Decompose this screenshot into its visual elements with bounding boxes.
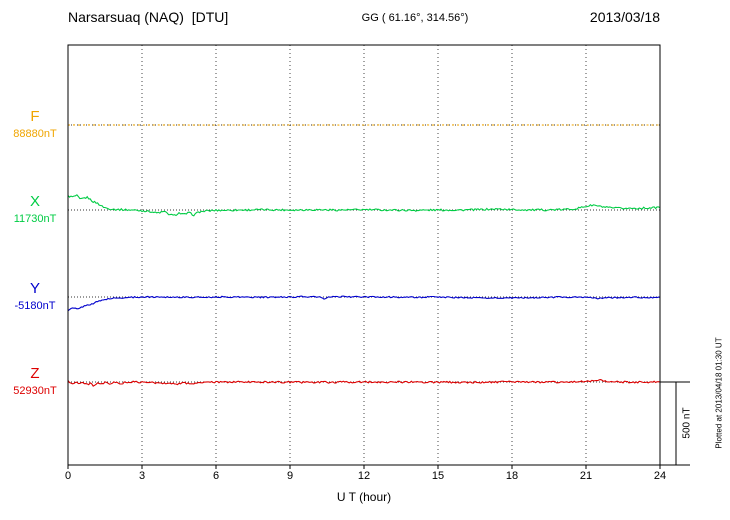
x-axis-ticks: 0 3 6 9 12 15 18 21 24 <box>0 470 730 484</box>
x-tick-label: 9 <box>286 470 294 482</box>
channel-baseline-value: 52930nT <box>13 385 57 397</box>
x-axis-label: U T (hour) <box>336 490 392 504</box>
x-tick-label: 18 <box>505 470 519 482</box>
x-tick-label: 21 <box>579 470 593 482</box>
channel-baseline-value: 11730nT <box>13 213 57 225</box>
scale-bar-label: 500 nT <box>681 407 693 439</box>
trace-Z <box>67 379 661 387</box>
x-tick-label: 15 <box>431 470 445 482</box>
channel-name: Z <box>30 365 40 382</box>
station-title: Narsarsuaq (NAQ) [DTU] <box>68 9 229 25</box>
x-tick-label: 6 <box>212 470 220 482</box>
trace-Y <box>67 295 661 312</box>
channel-baseline-value: -5180nT <box>14 300 56 312</box>
channel-name: Y <box>29 280 40 297</box>
trace-X <box>67 194 661 217</box>
x-tick-label: 24 <box>653 470 667 482</box>
plot-date: 2013/03/18 <box>589 9 660 25</box>
channel-label-z: Z 52930nT <box>4 364 66 398</box>
channel-baseline-value: 88880nT <box>13 128 57 140</box>
geographic-coords: GG ( 61.16°, 314.56°) <box>361 12 469 24</box>
channel-name: X <box>29 193 40 210</box>
channel-label-y: Y -5180nT <box>4 279 66 313</box>
x-tick-label: 0 <box>64 470 72 482</box>
channel-label-x: X 11730nT <box>4 192 66 226</box>
channel-name: F <box>30 108 40 125</box>
x-tick-label: 12 <box>357 470 371 482</box>
plot-border <box>67 44 661 466</box>
plotted-at-note: Plotted at 2013/04/18 01:30 UT <box>714 337 724 449</box>
channel-label-f: F 88880nT <box>4 107 66 141</box>
x-tick-label: 3 <box>138 470 146 482</box>
